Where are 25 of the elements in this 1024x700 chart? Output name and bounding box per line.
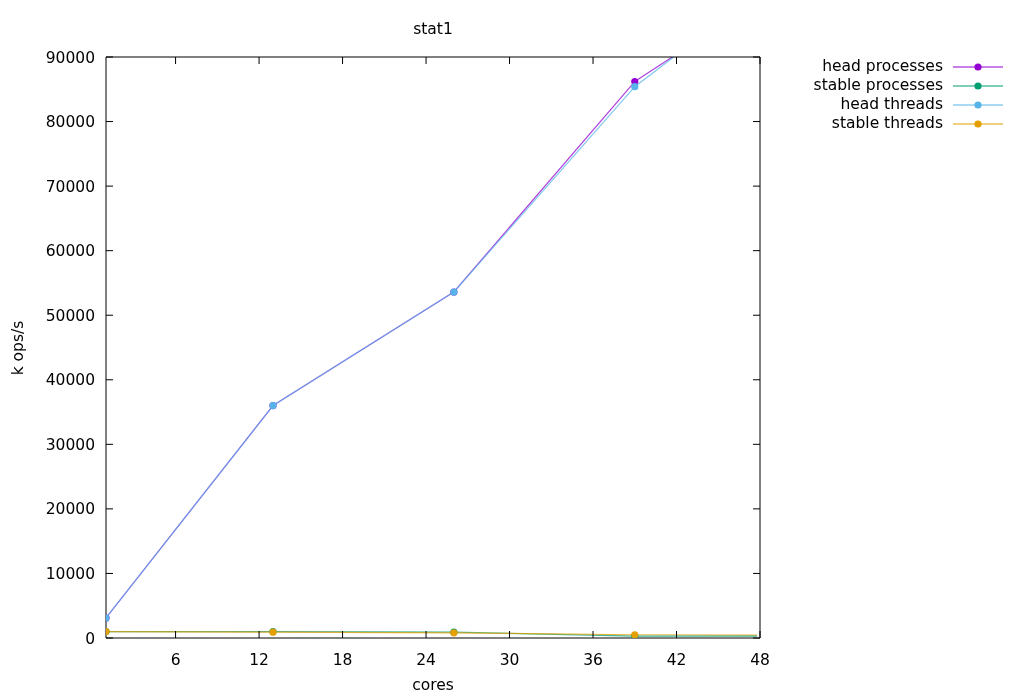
y-tick-label: 60000 xyxy=(45,242,95,261)
y-tick-label: 40000 xyxy=(45,371,95,390)
x-tick-label: 24 xyxy=(416,651,436,670)
y-tick-label: 80000 xyxy=(45,113,95,132)
x-tick-label: 6 xyxy=(170,651,181,670)
x-tick-label: 48 xyxy=(750,651,770,670)
x-tick-label: 30 xyxy=(499,651,520,670)
legend-label: stable threads xyxy=(831,114,943,132)
x-tick-label: 36 xyxy=(583,651,603,670)
chart-title: stat1 xyxy=(413,20,453,38)
y-tick-label: 50000 xyxy=(45,306,95,325)
x-tick-label: 12 xyxy=(249,651,269,670)
y-axis-title: k ops/s xyxy=(9,320,27,375)
legend-label: head threads xyxy=(840,95,943,113)
legend-label: stable processes xyxy=(813,76,943,94)
y-tick-label: 10000 xyxy=(45,564,95,583)
y-tick-label: 70000 xyxy=(45,177,95,196)
y-tick-label: 0 xyxy=(85,629,95,648)
y-tick-label: 20000 xyxy=(45,500,95,519)
legend-label: head processes xyxy=(822,57,943,75)
x-tick-label: 42 xyxy=(666,651,687,670)
x-tick-label: 18 xyxy=(332,651,353,670)
y-tick-label: 30000 xyxy=(45,435,95,454)
y-tick-label: 90000 xyxy=(45,48,95,67)
x-axis-title: cores xyxy=(412,676,454,694)
